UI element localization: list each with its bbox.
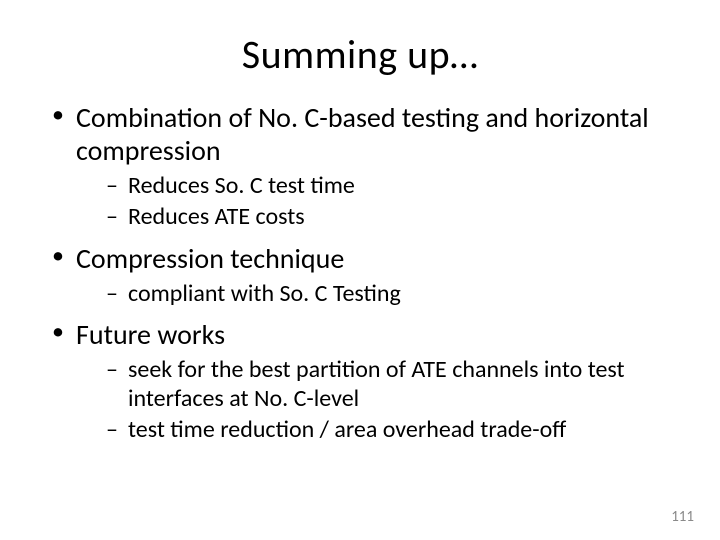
bullet-list: Combination of No. C-based testing and h…: [40, 101, 680, 445]
sub-bullet-item: Reduces ATE costs: [106, 202, 680, 231]
sub-bullet-item: seek for the best partition of ATE chann…: [106, 355, 680, 414]
bullet-item: Combination of No. C-based testing and h…: [52, 101, 680, 232]
sub-bullet-item: test time reduction / area overhead trad…: [106, 415, 680, 444]
bullet-text: Future works: [76, 317, 225, 352]
bullet-text: Combination of No. C-based testing and h…: [76, 100, 649, 168]
slide-title: Summing up…: [40, 30, 680, 79]
sub-bullet-list: seek for the best partition of ATE chann…: [76, 355, 680, 445]
bullet-item: Future works seek for the best partition…: [52, 318, 680, 445]
page-number: 111: [671, 508, 694, 526]
slide: Summing up… Combination of No. C-based t…: [0, 0, 720, 540]
sub-bullet-item: Reduces So. C test time: [106, 171, 680, 200]
sub-bullet-list: Reduces So. C test time Reduces ATE cost…: [76, 171, 680, 232]
sub-bullet-item: compliant with So. C Testing: [106, 279, 680, 308]
bullet-item: Compression technique compliant with So.…: [52, 242, 680, 308]
bullet-text: Compression technique: [76, 241, 344, 276]
sub-bullet-list: compliant with So. C Testing: [76, 279, 680, 308]
